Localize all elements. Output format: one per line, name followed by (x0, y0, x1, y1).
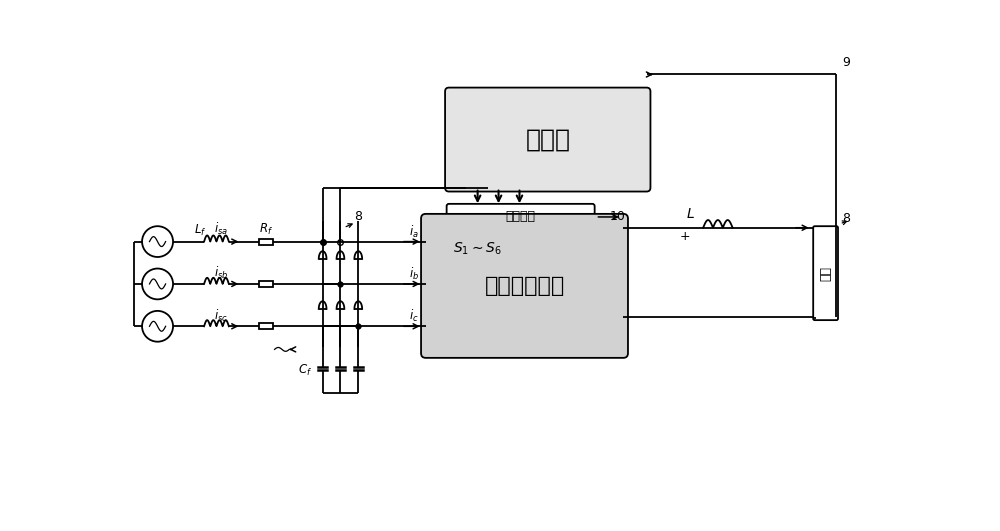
Text: $R_f$: $R_f$ (259, 222, 273, 237)
Text: $S_1 \sim S_6$: $S_1 \sim S_6$ (453, 241, 502, 258)
Text: 8: 8 (354, 210, 362, 224)
Text: $i_{sb}$: $i_{sb}$ (214, 265, 228, 281)
Text: $i_b$: $i_b$ (409, 266, 419, 282)
Text: $C_f$: $C_f$ (298, 363, 312, 378)
Text: +: + (679, 230, 690, 244)
Text: 8: 8 (842, 212, 850, 225)
Text: $L$: $L$ (686, 207, 695, 221)
Text: $i_a$: $i_a$ (409, 224, 418, 239)
FancyBboxPatch shape (445, 88, 650, 192)
Bar (259, 238, 273, 245)
Text: 电流型变换器: 电流型变换器 (484, 276, 565, 296)
Text: 负载: 负载 (819, 266, 832, 281)
FancyBboxPatch shape (447, 204, 595, 230)
Text: $i_{sc}$: $i_{sc}$ (214, 307, 228, 323)
Text: 10: 10 (609, 210, 625, 224)
Bar (259, 323, 273, 329)
Text: $L_f$: $L_f$ (194, 222, 206, 237)
Text: $i_c$: $i_c$ (409, 308, 418, 324)
Bar (259, 281, 273, 287)
Text: 驱动电路: 驱动电路 (506, 210, 536, 224)
Text: 9: 9 (842, 56, 850, 69)
FancyBboxPatch shape (813, 226, 838, 320)
FancyBboxPatch shape (421, 214, 628, 358)
Text: 控制器: 控制器 (525, 127, 570, 151)
Text: $i_{sa}$: $i_{sa}$ (214, 221, 228, 237)
